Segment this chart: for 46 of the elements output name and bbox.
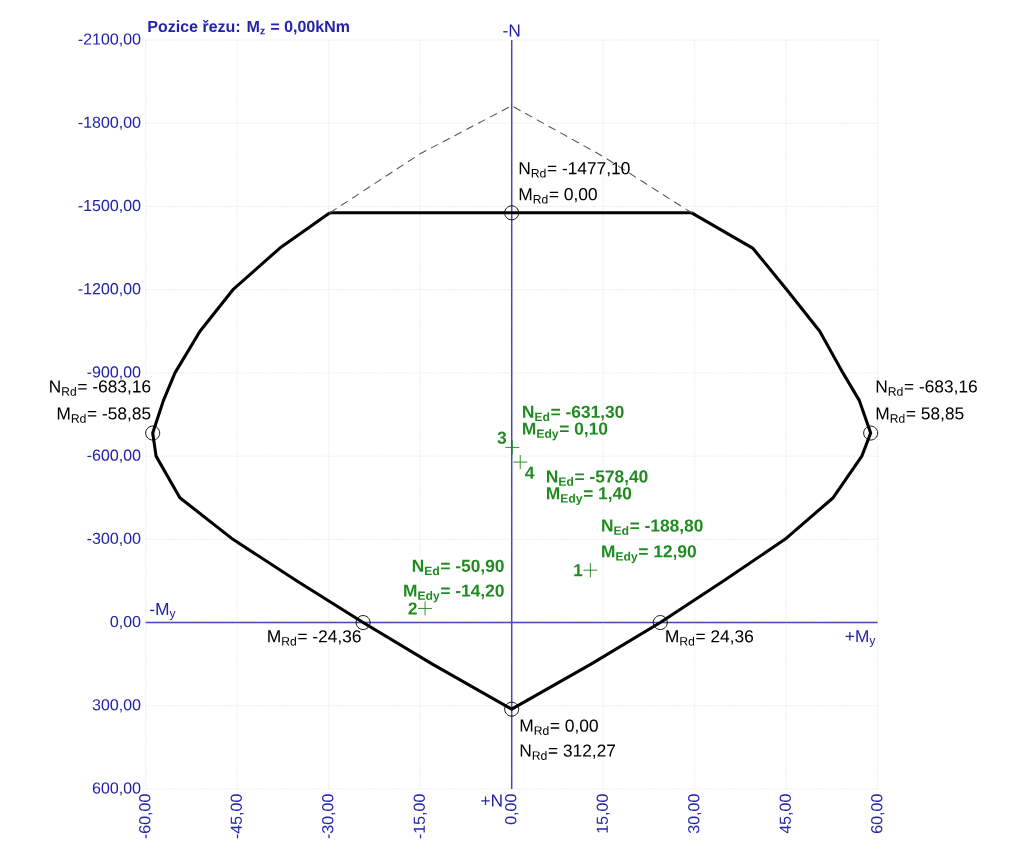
y-tick-label: 0,00 (110, 615, 141, 630)
annotation: M$_{Edy}$= -14,20 (404, 584, 504, 603)
annotation: M$_{Rd}$= 0,00 (520, 719, 598, 735)
y-tick-label: -1200,00 (78, 283, 141, 297)
annotation: N$_{Rd}$= -683,16 (876, 380, 977, 396)
y-tick-label: -900,00 (87, 366, 141, 380)
x-tick-label: 15,00 (596, 794, 610, 833)
y-tick-label: -300,00 (87, 532, 141, 546)
annotation: N$_{Ed}$= -631,30 (523, 405, 624, 422)
annotation: M$_{Rd}$= 24,36 (666, 630, 754, 646)
annotation: M$_{Rd}$= 58,85 (876, 407, 964, 423)
x-tick-label: -30,00 (322, 794, 336, 839)
annotation: M$_{Edy}$= 12,90 (602, 545, 696, 564)
annotation: 2 (408, 602, 417, 615)
x-tick-label: -45,00 (230, 794, 244, 839)
chart-title: Pozice řezu: M$_{z}$ = 0,00kNm (148, 19, 349, 35)
text: -N (503, 24, 520, 37)
annotation: M$_{Edy}$= 0,10 (523, 422, 608, 441)
annotation: M$_{Rd}$= -58,85 (57, 407, 151, 423)
x-tick-label: -15,00 (413, 794, 427, 839)
annotation: -M$_{y}$ (150, 603, 176, 620)
annotation: 4 (525, 466, 535, 479)
annotation: N$_{Ed}$= -578,40 (546, 470, 648, 486)
y-tick-label: -2100,00 (78, 33, 141, 47)
annotation: M$_{Edy}$= 1,40 (546, 487, 632, 506)
y-tick-label: 600,00 (92, 782, 141, 796)
annotation: +M$_{y}$ (845, 630, 876, 647)
x-tick-label: 30,00 (688, 794, 702, 834)
annotation: M$_{Rd}$= -24,36 (268, 630, 361, 646)
annotation: N$_{Ed}$= -188,80 (602, 519, 703, 535)
annotation: 3 (497, 431, 507, 444)
y-tick-label: 300,00 (92, 699, 141, 713)
annotation: 1 (574, 564, 583, 577)
text: +N (481, 794, 502, 807)
x-tick-label: 0,00 (505, 794, 519, 825)
annotation: N$_{Rd}$= -683,16 (50, 380, 151, 396)
y-tick-label: -600,00 (87, 449, 141, 463)
y-tick-label: -1500,00 (78, 199, 141, 214)
x-tick-label: 45,00 (779, 794, 793, 834)
annotation: N$_{Ed}$= -50,90 (412, 559, 504, 576)
annotation: N$_{Rd}$= 312,27 (520, 744, 616, 760)
annotation: M$_{Rd}$= 0,00 (519, 188, 597, 204)
x-tick-label: -60,00 (139, 794, 153, 839)
x-tick-label: 60,00 (871, 794, 885, 833)
annotation: N$_{Rd}$= -1477,10 (519, 162, 630, 178)
y-tick-label: -1800,00 (78, 116, 141, 130)
